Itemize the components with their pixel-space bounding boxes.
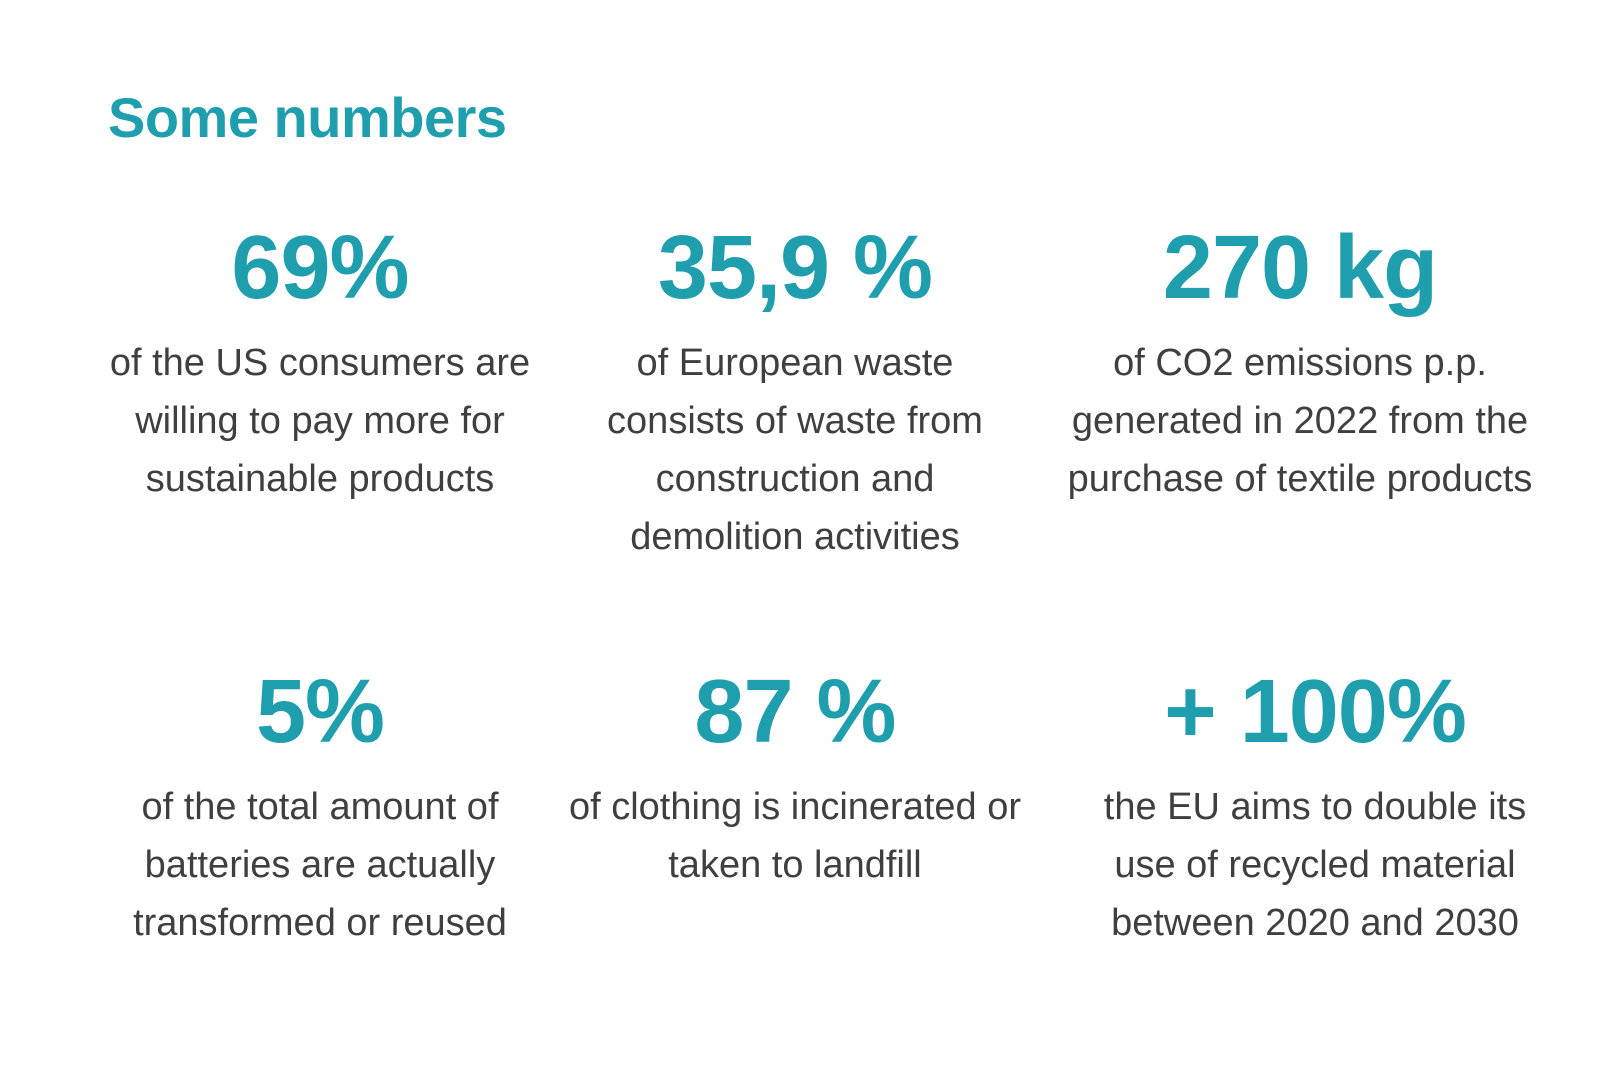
stat-value: 69% (231, 218, 409, 318)
stat-european-waste: 35,9 % of European waste consists of was… (565, 218, 1025, 566)
stat-description: of clothing is incinerated or taken to l… (568, 786, 1022, 886)
stat-batteries: 5% of the total amount of batteries are … (90, 662, 550, 952)
stat-value: 87 % (694, 662, 896, 762)
stat-description: of the total amount of batteries are act… (133, 786, 507, 944)
stat-description: the EU aims to double its use of recycle… (1103, 786, 1527, 944)
page-title: Some numbers (108, 86, 507, 149)
stat-recycled-material: + 100% the EU aims to double its use of … (1085, 662, 1545, 952)
stat-description: of European waste consists of waste from… (607, 342, 983, 558)
stat-value: 5% (255, 662, 385, 762)
stat-description: of the US consumers are willing to pay m… (109, 342, 531, 500)
stat-value: + 100% (1164, 662, 1467, 762)
stat-us-consumers: 69% of the US consumers are willing to p… (90, 218, 550, 508)
stat-clothing: 87 % of clothing is incinerated or taken… (565, 662, 1025, 894)
stat-co2-emissions: 270 kg of CO2 emissions p.p. generated i… (1060, 218, 1540, 508)
stat-value: 35,9 % (657, 218, 933, 318)
stat-value: 270 kg (1162, 218, 1438, 318)
stat-description: of CO2 emissions p.p. generated in 2022 … (1067, 342, 1533, 500)
